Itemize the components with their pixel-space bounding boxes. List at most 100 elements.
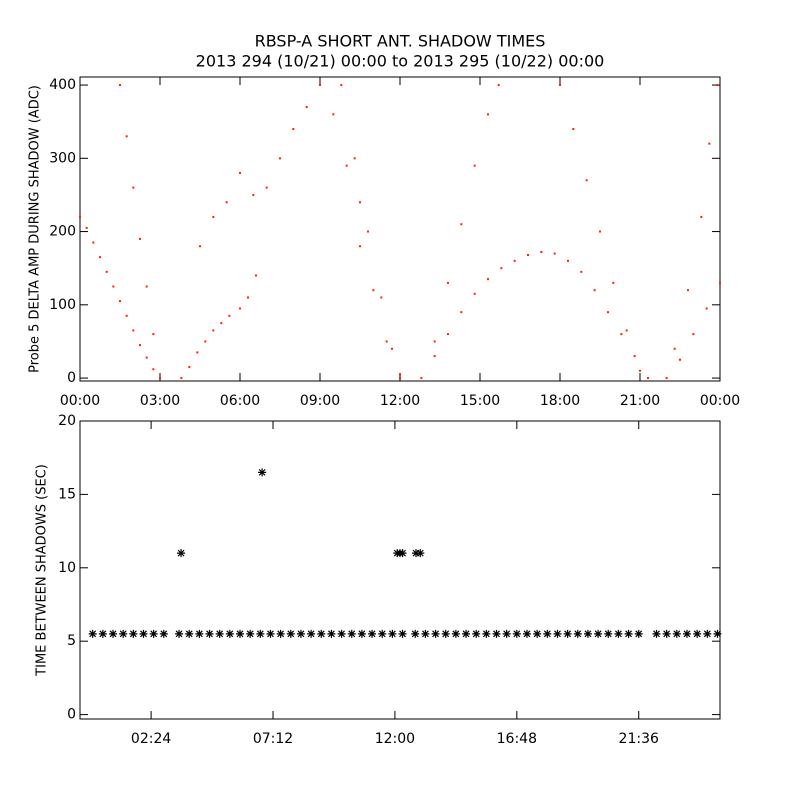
point bbox=[145, 356, 148, 359]
point bbox=[647, 377, 649, 380]
x-tick-label: 07:12 bbox=[253, 731, 293, 747]
point bbox=[177, 549, 186, 558]
x-tick-label: 21:36 bbox=[619, 731, 659, 747]
point bbox=[522, 629, 531, 638]
point bbox=[594, 629, 603, 638]
point bbox=[563, 629, 572, 638]
point bbox=[340, 84, 343, 87]
point bbox=[388, 629, 397, 638]
point bbox=[513, 259, 516, 262]
point bbox=[451, 629, 460, 638]
y-tick-label: 0 bbox=[67, 707, 76, 723]
point bbox=[512, 629, 521, 638]
point bbox=[152, 333, 155, 336]
point bbox=[399, 377, 401, 380]
point bbox=[305, 106, 308, 109]
point bbox=[679, 358, 681, 361]
point bbox=[573, 629, 582, 638]
point bbox=[487, 278, 489, 281]
x-tick-label: 12:00 bbox=[380, 393, 420, 409]
point bbox=[125, 314, 128, 317]
point bbox=[139, 344, 141, 347]
point bbox=[98, 629, 107, 638]
point bbox=[246, 629, 255, 638]
point bbox=[317, 629, 326, 638]
point bbox=[460, 223, 463, 226]
point bbox=[693, 629, 702, 638]
y-tick-label: 5 bbox=[67, 633, 76, 649]
x-tick-label: 12:00 bbox=[375, 731, 415, 747]
point bbox=[236, 629, 244, 638]
point bbox=[527, 254, 529, 257]
point bbox=[367, 230, 369, 233]
point bbox=[359, 245, 361, 248]
point bbox=[368, 629, 377, 638]
point bbox=[492, 629, 501, 638]
point bbox=[112, 285, 115, 288]
point bbox=[145, 285, 148, 288]
point bbox=[256, 629, 265, 638]
point bbox=[421, 629, 430, 638]
x-tick-label: 15:00 bbox=[460, 393, 500, 409]
point bbox=[708, 142, 711, 145]
point bbox=[220, 322, 223, 325]
x-tick-label: 16:48 bbox=[497, 731, 537, 747]
point bbox=[553, 629, 562, 638]
point bbox=[99, 256, 101, 259]
y-tick-label: 15 bbox=[58, 486, 76, 502]
point bbox=[139, 629, 148, 638]
point bbox=[159, 377, 161, 380]
point bbox=[441, 629, 450, 638]
x-tick-label: 09:00 bbox=[300, 393, 340, 409]
point bbox=[634, 629, 643, 638]
point bbox=[152, 368, 155, 371]
point bbox=[567, 259, 569, 262]
point bbox=[572, 128, 575, 131]
point bbox=[703, 629, 712, 638]
point bbox=[447, 333, 449, 336]
point bbox=[228, 314, 231, 317]
point bbox=[553, 252, 556, 255]
point bbox=[633, 355, 636, 358]
y-tick-label: 400 bbox=[49, 77, 76, 93]
point bbox=[599, 230, 601, 233]
point bbox=[502, 629, 511, 638]
point bbox=[378, 629, 387, 638]
point bbox=[265, 186, 268, 189]
point bbox=[92, 241, 95, 244]
point bbox=[399, 373, 401, 376]
point bbox=[460, 311, 463, 314]
x-tick-label: 18:00 bbox=[540, 393, 580, 409]
y-tick-label: 200 bbox=[49, 224, 76, 240]
point bbox=[132, 186, 135, 189]
point bbox=[119, 629, 128, 638]
point bbox=[85, 226, 88, 229]
point bbox=[175, 629, 184, 638]
point bbox=[258, 468, 267, 477]
point bbox=[247, 296, 249, 299]
point bbox=[700, 215, 703, 218]
point bbox=[665, 377, 668, 380]
point bbox=[624, 629, 633, 638]
point bbox=[447, 281, 449, 284]
point bbox=[252, 193, 255, 196]
point bbox=[533, 629, 542, 638]
point bbox=[307, 629, 316, 638]
point bbox=[625, 329, 628, 332]
point bbox=[462, 629, 471, 638]
point bbox=[347, 629, 356, 638]
y-tick-label: 20 bbox=[58, 413, 76, 429]
x-tick-label: 03:00 bbox=[140, 393, 180, 409]
point bbox=[105, 270, 108, 273]
y-axis-label: TIME BETWEEN SHADOWS (SEC) bbox=[35, 464, 50, 677]
point bbox=[225, 629, 234, 638]
point bbox=[585, 179, 588, 182]
point bbox=[687, 289, 689, 292]
point bbox=[199, 245, 201, 248]
y-tick-label: 100 bbox=[49, 297, 76, 313]
point bbox=[719, 281, 721, 284]
x-tick-label: 00:00 bbox=[700, 393, 740, 409]
point bbox=[353, 157, 356, 160]
